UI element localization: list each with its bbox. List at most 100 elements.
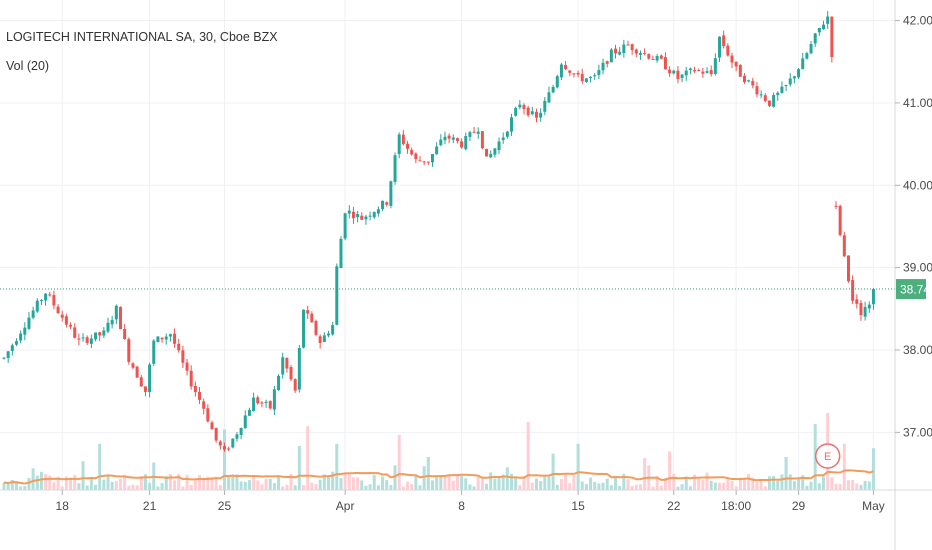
volume-bar <box>555 484 559 490</box>
volume-bar <box>168 473 172 490</box>
time-tick-label: 18:00 <box>721 499 751 513</box>
volume-bar <box>331 471 335 490</box>
candle-body <box>214 427 218 441</box>
volume-bar <box>497 478 501 490</box>
candle-body <box>747 80 751 82</box>
volume-bar <box>755 482 759 490</box>
volume-bar <box>406 481 410 490</box>
candle-body <box>381 200 385 210</box>
volume-bar <box>589 477 593 490</box>
volume-bar <box>680 484 684 490</box>
candle-body <box>609 49 613 63</box>
time-axis[interactable]: 18 21 25 Apr 8 15 22 18:00 29 May <box>56 490 885 513</box>
volume-bar <box>834 483 838 490</box>
candle-body <box>389 181 393 206</box>
candle-body <box>792 76 796 79</box>
volume-bar <box>422 466 426 490</box>
volume-bar <box>530 482 534 490</box>
candle-body <box>472 131 476 133</box>
candle-body <box>480 131 484 149</box>
volume-bar <box>472 486 476 490</box>
candle-body <box>801 58 805 70</box>
candle-body <box>859 302 863 316</box>
candle-body <box>143 386 147 392</box>
candle-body <box>580 74 584 82</box>
volume-bar <box>281 486 285 490</box>
price-tick-label: 37.00 <box>903 425 932 439</box>
volume-bar <box>734 486 738 490</box>
candle-body <box>784 85 788 87</box>
candle-body <box>834 205 838 207</box>
volume-bar <box>871 448 875 490</box>
candle-body <box>239 428 243 435</box>
volume-bar <box>302 485 306 490</box>
candle-body <box>243 415 247 429</box>
candle-body <box>64 316 68 325</box>
candle-body <box>497 141 501 150</box>
volume-bar <box>576 443 580 490</box>
candle-body <box>755 86 759 95</box>
volume-bar <box>855 483 859 490</box>
candle-body <box>85 337 89 343</box>
volume-bar <box>148 482 152 490</box>
candle-body <box>684 70 688 76</box>
candle-body <box>414 153 418 159</box>
candle-body <box>406 143 410 149</box>
volume-bar <box>143 474 147 490</box>
volume-bar <box>277 475 281 490</box>
candle-body <box>339 238 343 268</box>
candle-body <box>668 69 672 74</box>
earnings-letter: E <box>824 451 831 463</box>
volume-bar <box>788 474 792 490</box>
volume-legend[interactable]: Vol (20) <box>6 59 49 73</box>
candle-body <box>89 338 93 344</box>
candle-body <box>805 53 809 59</box>
volume-bar <box>89 476 93 490</box>
time-tick-label: 8 <box>458 499 465 513</box>
candle-body <box>44 293 48 301</box>
volume-bar <box>776 480 780 490</box>
volume-bar <box>564 474 568 490</box>
candle-body <box>730 55 734 63</box>
volume-bar <box>551 453 555 490</box>
candle-body <box>593 75 597 77</box>
volume-bar <box>634 484 638 490</box>
volume-bar <box>156 486 160 490</box>
volume-bar <box>177 473 181 490</box>
symbol-legend[interactable]: LOGITECH INTERNATIONAL SA, 30, Cboe BZX <box>6 30 278 44</box>
candle-body <box>260 402 264 404</box>
price-axis[interactable]: 42.00 41.00 40.00 39.00 38.00 37.00 <box>895 14 932 440</box>
candle-body <box>14 341 18 345</box>
candle-body <box>48 294 52 296</box>
volume-bar <box>772 476 776 490</box>
candle-body <box>543 100 547 112</box>
candle-body <box>476 131 480 134</box>
candle-body <box>626 44 630 46</box>
volume-bar <box>792 481 796 490</box>
price-tick-label: 40.00 <box>903 178 932 192</box>
volume-bar <box>310 482 314 490</box>
candle-body <box>297 347 301 390</box>
volume-bar <box>514 478 518 490</box>
volume-bar <box>614 477 618 490</box>
volume-bar <box>389 484 393 490</box>
volume-bar <box>439 476 443 490</box>
volume-bar <box>846 480 850 490</box>
candle-body <box>281 357 285 375</box>
candle-body <box>69 324 73 327</box>
volume-bar <box>609 485 613 490</box>
volume-bar <box>780 474 784 490</box>
time-tick-label: 18 <box>56 499 70 513</box>
volume-bar <box>697 479 701 490</box>
volume-bar <box>185 474 189 490</box>
volume-bar <box>81 461 85 490</box>
volume-bar <box>272 483 276 490</box>
volume-bar <box>705 472 709 490</box>
volume-bar <box>285 484 289 490</box>
volume-ma-line <box>3 469 874 485</box>
candle-body <box>863 307 867 317</box>
earnings-marker[interactable]: E <box>814 443 841 469</box>
candle-body <box>135 366 139 378</box>
